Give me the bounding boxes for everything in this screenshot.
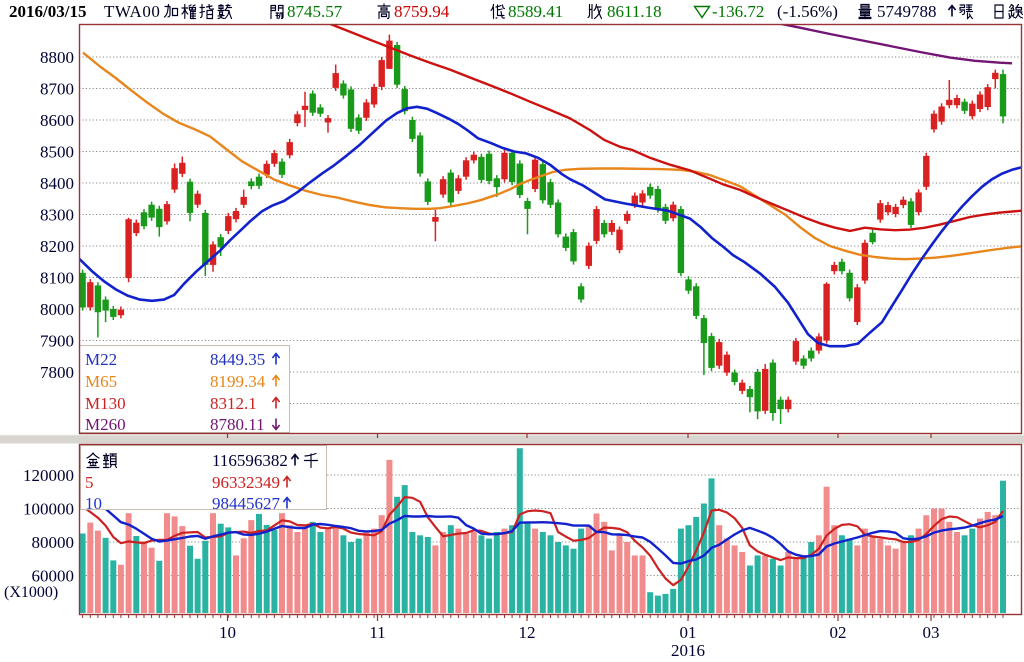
svg-text:8611.18: 8611.18: [607, 2, 662, 21]
svg-text:8199.34: 8199.34: [210, 372, 266, 391]
svg-text:5749788: 5749788: [877, 2, 937, 21]
svg-text:100000: 100000: [23, 500, 74, 519]
svg-text:8500: 8500: [40, 143, 74, 162]
svg-text:8449.35: 8449.35: [210, 350, 265, 369]
svg-text:8745.57: 8745.57: [287, 2, 343, 21]
svg-text:2016/03/15: 2016/03/15: [9, 2, 86, 21]
svg-text:(X1000): (X1000): [4, 584, 58, 601]
svg-text:7800: 7800: [40, 363, 74, 382]
svg-text:03: 03: [923, 623, 940, 642]
svg-text:8100: 8100: [40, 269, 74, 288]
svg-text:8200: 8200: [40, 237, 74, 256]
svg-text:8700: 8700: [40, 80, 74, 99]
svg-text:60000: 60000: [32, 567, 75, 586]
svg-text:2016: 2016: [671, 641, 705, 660]
svg-text:98445627: 98445627: [212, 494, 281, 513]
svg-text:8312.1: 8312.1: [210, 394, 257, 413]
svg-text:8780.11: 8780.11: [210, 415, 265, 434]
svg-text:8800: 8800: [40, 48, 74, 67]
svg-text:8759.94: 8759.94: [394, 2, 450, 21]
svg-text:12: 12: [519, 623, 536, 642]
svg-text:116596382: 116596382: [212, 451, 288, 470]
svg-text:96332349: 96332349: [212, 473, 280, 492]
svg-text:8600: 8600: [40, 111, 74, 130]
svg-text:7900: 7900: [40, 332, 74, 351]
svg-text:5: 5: [85, 473, 94, 492]
svg-text:-136.72: -136.72: [712, 2, 764, 21]
svg-text:8300: 8300: [40, 206, 74, 225]
svg-text:120000: 120000: [23, 466, 74, 485]
svg-text:TWA00: TWA00: [104, 2, 160, 21]
svg-text:10: 10: [219, 623, 236, 642]
svg-text:8000: 8000: [40, 300, 74, 319]
svg-text:11: 11: [369, 623, 385, 642]
svg-text:M130: M130: [85, 394, 126, 413]
svg-text:(-1.56%): (-1.56%): [777, 2, 838, 21]
svg-text:M22: M22: [85, 350, 117, 369]
svg-text:01: 01: [680, 623, 697, 642]
svg-text:M260: M260: [85, 415, 126, 434]
svg-text:80000: 80000: [32, 533, 75, 552]
svg-text:M65: M65: [85, 372, 117, 391]
svg-text:8400: 8400: [40, 174, 74, 193]
svg-text:8589.41: 8589.41: [508, 2, 563, 21]
svg-text:10: 10: [85, 494, 102, 513]
svg-text:02: 02: [830, 623, 847, 642]
